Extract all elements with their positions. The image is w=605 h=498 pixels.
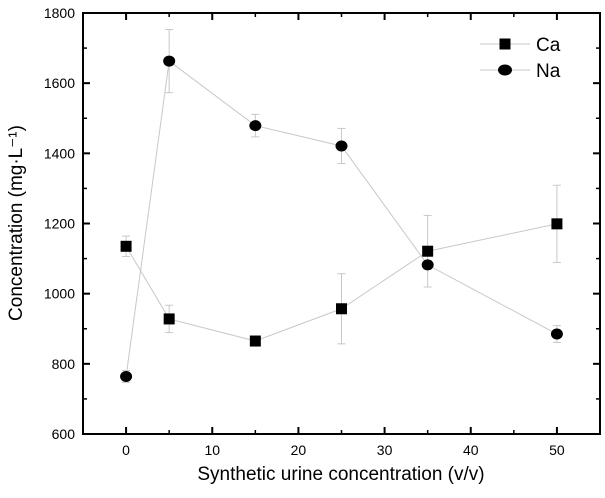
x-tick-label: 50 — [549, 442, 565, 458]
plot-frame — [82, 12, 601, 435]
data-point-na — [249, 120, 262, 132]
y-tick-label: 1600 — [44, 75, 75, 91]
x-tick-label: 10 — [204, 442, 220, 458]
legend-marker-na — [498, 64, 512, 76]
x-tick-label: 30 — [377, 442, 393, 458]
x-axis-label: Synthetic urine concentration (v/v) — [197, 464, 484, 485]
y-tick-label: 1400 — [44, 145, 75, 161]
legend-marker-ca — [499, 38, 511, 50]
y-tick-label: 1000 — [44, 286, 75, 302]
data-point-ca — [551, 218, 563, 230]
data-point-ca — [336, 303, 347, 315]
data-point-na — [120, 370, 133, 382]
data-point-na — [163, 55, 176, 67]
x-tick-label: 40 — [463, 442, 479, 458]
series-line-na — [125, 60, 558, 377]
data-point-na — [421, 259, 434, 271]
y-axis-label: Concentration (mg·L⁻¹) — [6, 125, 27, 321]
y-tick-label: 1200 — [44, 216, 75, 232]
legend-label-na: Na — [536, 61, 561, 82]
data-point-ca — [422, 245, 434, 257]
data-point-ca — [163, 313, 175, 325]
y-tick-label: 600 — [52, 426, 76, 442]
data-point-na — [335, 140, 348, 152]
data-point-na — [550, 328, 563, 340]
x-tick-label: 0 — [122, 442, 130, 458]
y-tick-label: 1800 — [44, 5, 75, 21]
y-tick-label: 800 — [52, 356, 76, 372]
series-line-ca — [125, 223, 558, 342]
legend-label-ca: Ca — [536, 35, 561, 56]
x-tick-label: 20 — [291, 442, 307, 458]
data-point-ca — [249, 335, 261, 347]
data-point-ca — [120, 240, 132, 252]
